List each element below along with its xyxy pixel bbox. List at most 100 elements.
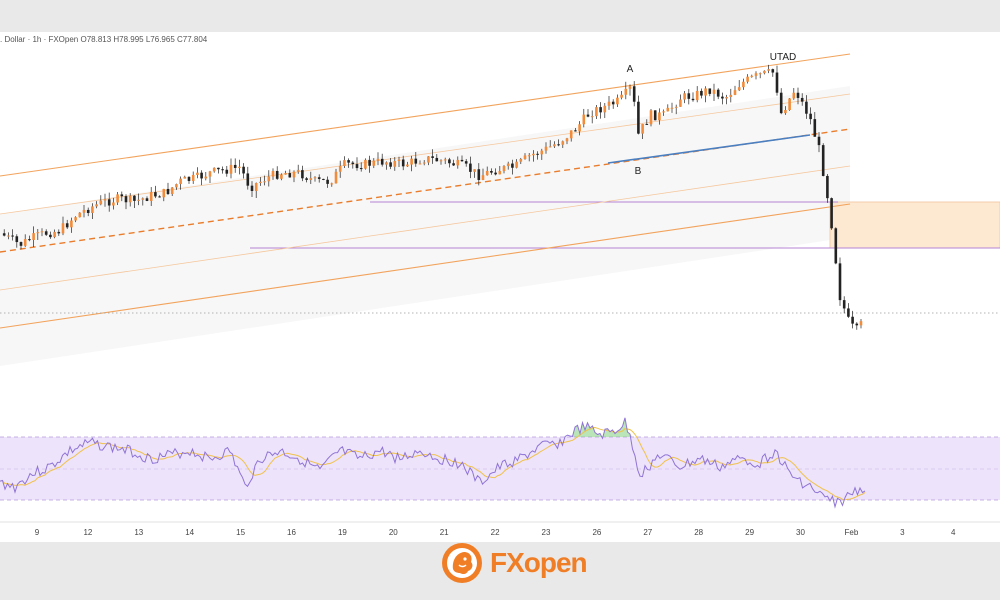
candle-body: [145, 198, 149, 201]
candle-body: [796, 92, 800, 98]
candle-body: [494, 172, 497, 175]
candle-body: [540, 150, 544, 155]
candle-body: [847, 308, 850, 317]
candle-body: [473, 169, 476, 172]
chart-panel[interactable]: A B UTAD 9 12 13 14 15 16 19 20 21 22 23 26 27 28 29 30…: [0, 32, 1000, 542]
candle-body: [347, 160, 350, 163]
candle-body: [368, 159, 371, 166]
candle-body: [242, 166, 245, 174]
annotation-utad: UTAD: [770, 52, 796, 63]
candle-body: [418, 163, 422, 165]
candle-body: [708, 88, 712, 94]
candle-body: [590, 116, 594, 118]
candle-body: [553, 144, 556, 147]
x-tick-label: 3: [900, 528, 905, 537]
candle-body: [456, 159, 460, 166]
candle-body: [372, 160, 376, 166]
candle-body: [439, 160, 443, 162]
candle-body: [725, 97, 728, 99]
candle-body: [851, 316, 854, 324]
candle-body: [628, 86, 632, 89]
candle-body: [74, 217, 77, 221]
candle-body: [179, 178, 182, 185]
candle-body: [296, 170, 300, 172]
candle-body: [557, 144, 560, 146]
candle-body: [128, 195, 132, 203]
candle-body: [674, 106, 678, 108]
candle-body: [137, 199, 140, 201]
candle-body: [267, 176, 271, 182]
candle-body: [620, 94, 623, 98]
candle-body: [649, 110, 653, 125]
candle-body: [107, 199, 111, 206]
candle-body: [86, 209, 90, 213]
candle-body: [784, 110, 787, 114]
candle-body: [99, 200, 103, 205]
candle-body: [746, 76, 749, 82]
candle-body: [57, 231, 61, 234]
rsi-moving-average: [0, 426, 866, 501]
candle-body: [523, 155, 527, 159]
candle-body: [758, 73, 762, 75]
candle-body: [200, 172, 203, 179]
candle-body: [162, 188, 166, 198]
candle-body: [569, 130, 573, 139]
x-tick-label: Feb: [845, 528, 859, 537]
candle-body: [498, 171, 502, 175]
candle-body: [53, 231, 56, 238]
candle-body: [779, 92, 783, 114]
candle-body: [301, 170, 304, 179]
candle-body: [561, 141, 565, 145]
candle-body: [212, 167, 216, 172]
candle-body: [330, 183, 334, 185]
candle-body: [250, 185, 254, 191]
candle-body: [334, 171, 338, 184]
candle-body: [313, 177, 317, 179]
candle-body: [838, 263, 842, 301]
candle-body: [95, 204, 98, 207]
candle-body: [607, 101, 611, 106]
candle-body: [217, 167, 220, 170]
candle-body: [658, 112, 661, 121]
candle-body: [15, 236, 19, 243]
candle-body: [271, 170, 275, 177]
candle-body: [305, 178, 308, 180]
candle-body: [515, 161, 518, 168]
candle-body: [82, 209, 86, 213]
candle-body: [229, 164, 233, 174]
price-chart[interactable]: A B UTAD 9 12 13 14 15 16 19 20 21 22 23 26 27 28 29 30…: [0, 32, 1000, 542]
candle-body: [351, 162, 355, 165]
candle-body: [204, 176, 208, 179]
candle-body: [502, 166, 506, 172]
candle-body: [637, 101, 640, 134]
candle-body: [191, 174, 195, 181]
candle-body: [124, 196, 128, 203]
candle-body: [565, 138, 569, 142]
x-tick-label: 28: [694, 528, 703, 537]
candle-body: [343, 160, 346, 166]
brand-logo: FXopen: [440, 541, 588, 585]
candle-body: [427, 156, 430, 163]
candle-body: [275, 170, 279, 179]
candle-body: [292, 171, 296, 178]
candle-body: [19, 242, 23, 246]
candle-body: [809, 113, 812, 120]
candle-body: [397, 159, 401, 162]
candle-body: [527, 155, 531, 157]
candle-body: [410, 158, 413, 165]
candle-body: [574, 130, 577, 132]
candle-body: [196, 172, 199, 175]
candle-body: [170, 187, 174, 194]
candle-body: [611, 101, 615, 105]
candle-body: [393, 161, 397, 167]
candle-body: [246, 173, 250, 186]
candle-body: [683, 93, 686, 100]
candle-body: [842, 300, 846, 309]
candle-body: [767, 69, 770, 71]
x-tick-label: 23: [542, 528, 551, 537]
candle-body: [830, 198, 833, 229]
candle-body: [666, 107, 670, 112]
candle-body: [338, 165, 342, 172]
channel-upper-line: [0, 53, 851, 177]
candle-body: [506, 163, 510, 167]
